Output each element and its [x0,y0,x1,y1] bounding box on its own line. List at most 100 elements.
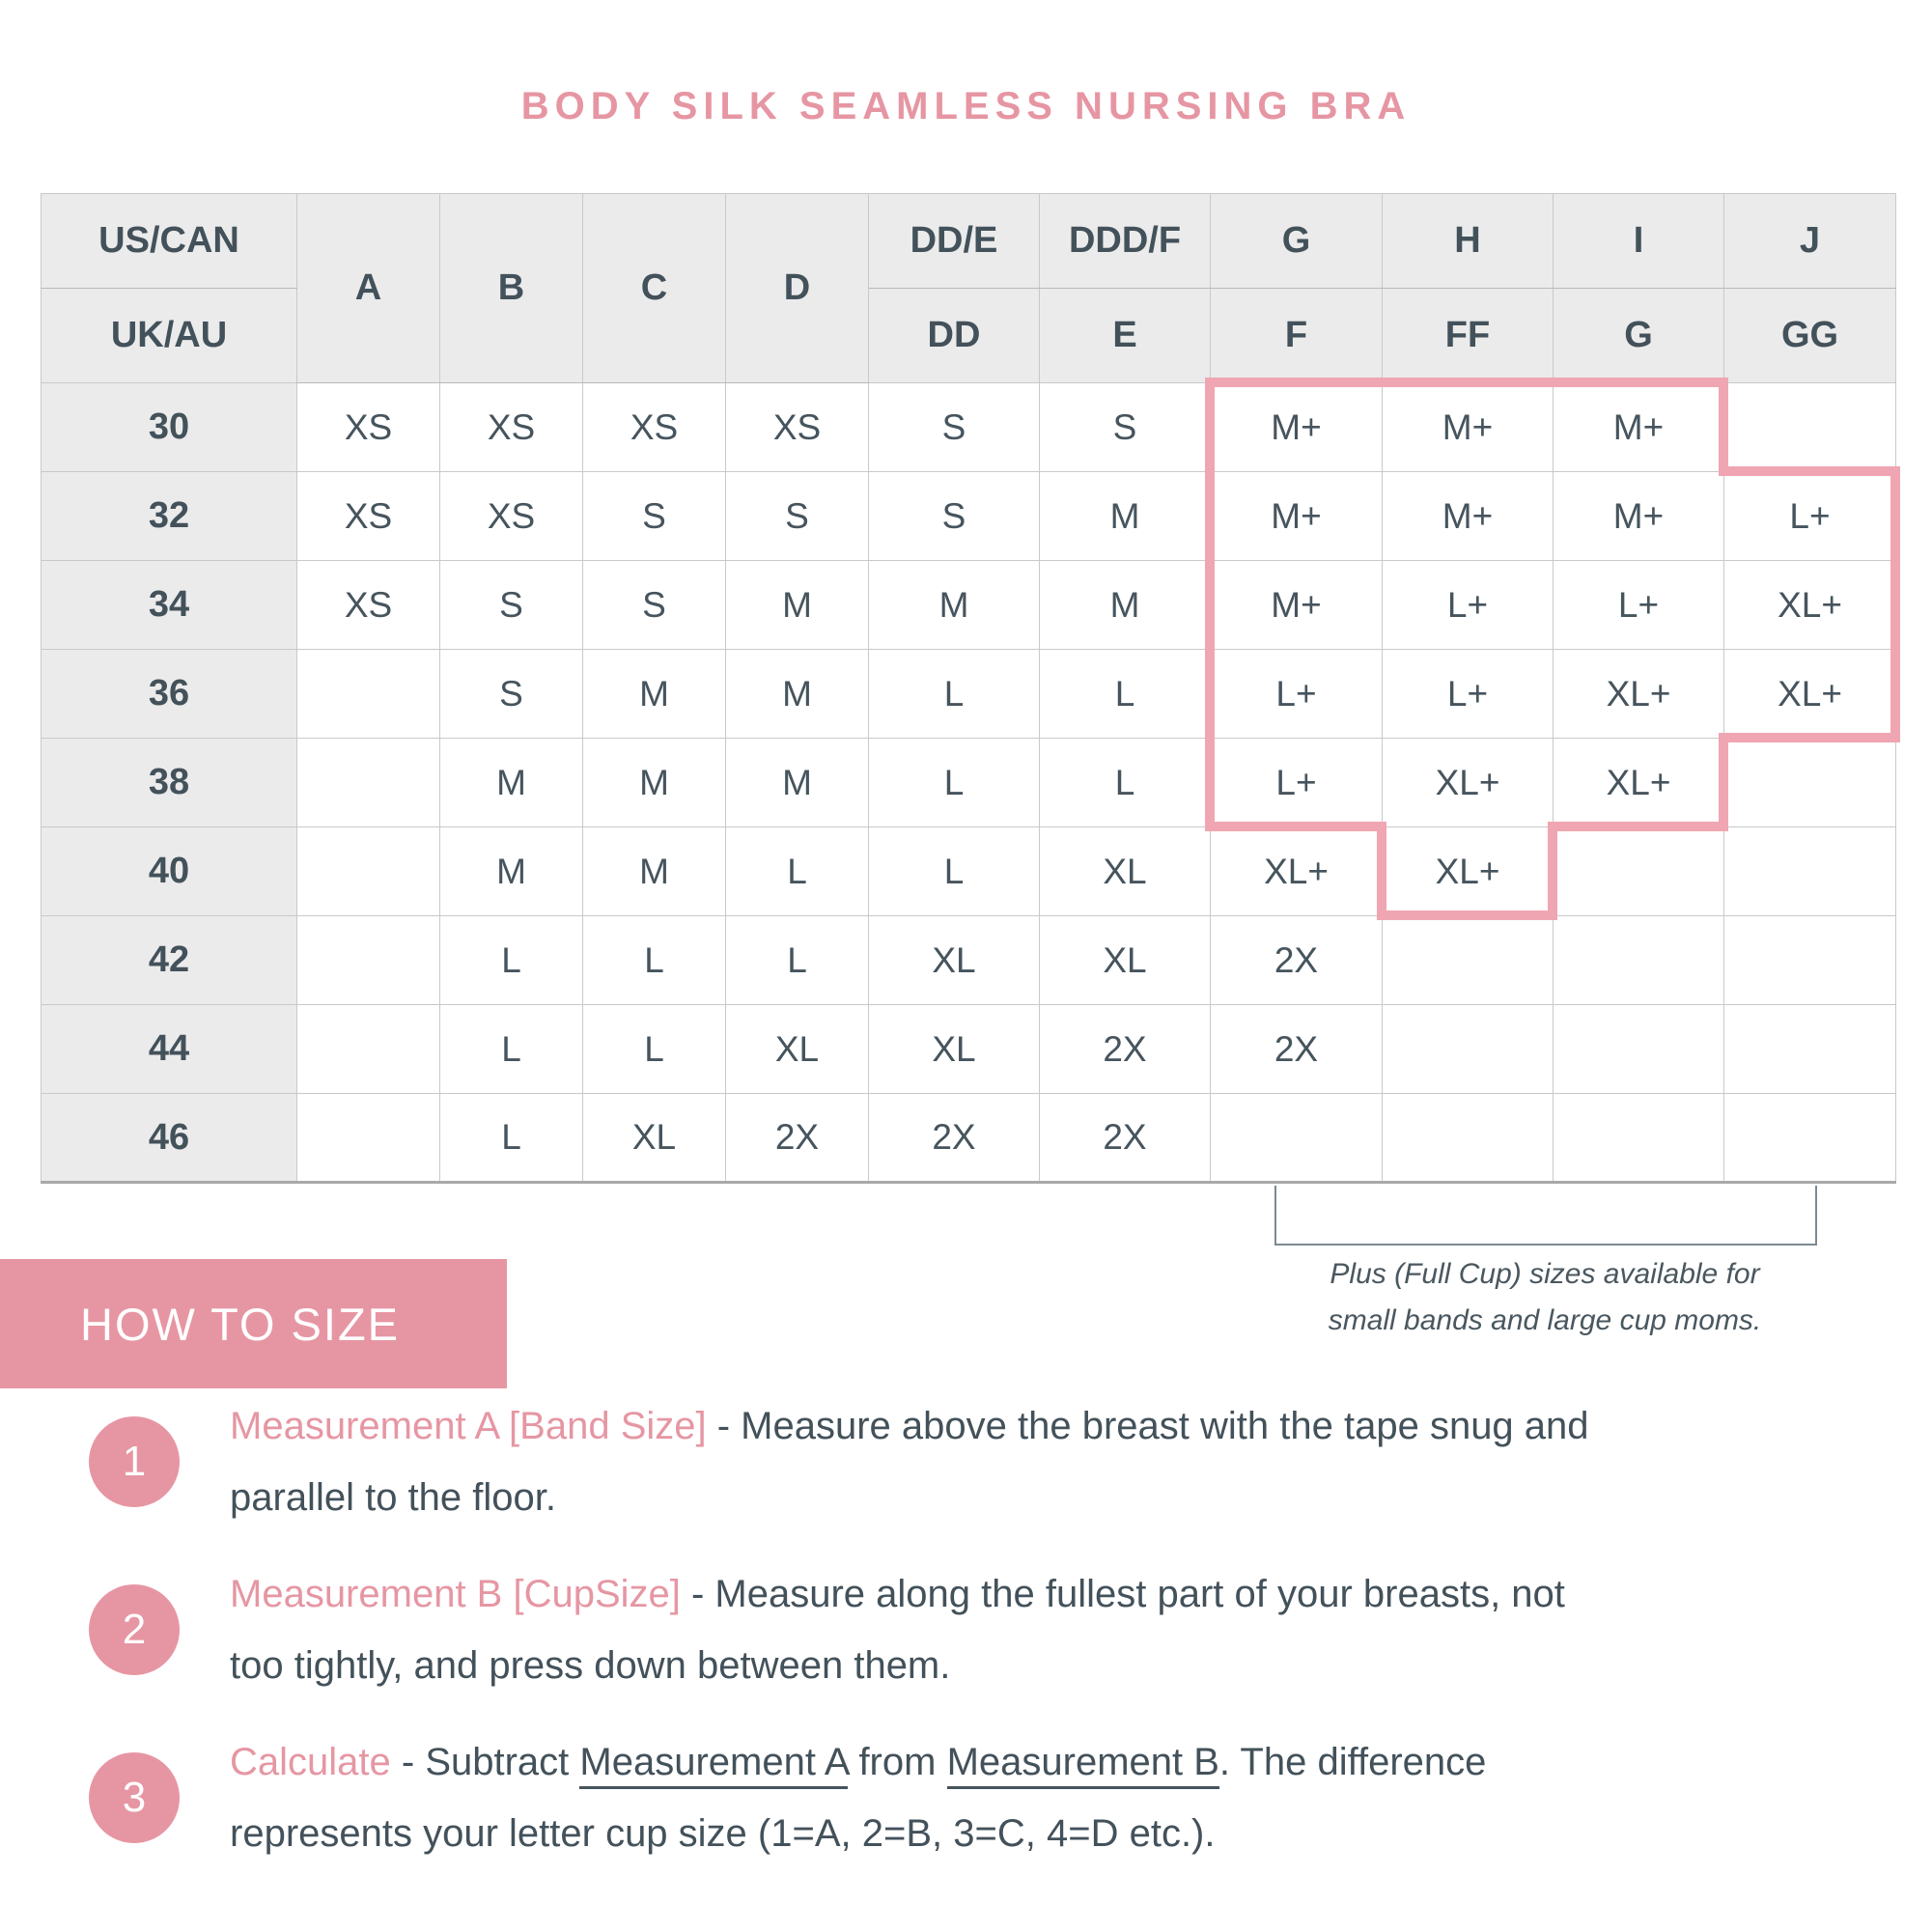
band-size-label: 46 [41,1093,297,1183]
size-cell: L+ [1210,649,1383,739]
step-3-label: Calculate [230,1741,391,1783]
size-cell: S [582,560,726,650]
size-cell: M+ [1382,471,1554,561]
step-3-line1-suffix: . The difference [1218,1741,1487,1783]
size-chart-table: US/CAN A B C D DD/E DDD/F G H I J UK/AU … [41,193,1896,1184]
cup-col-header-f-uk: F [1210,288,1383,383]
step-1-line2: parallel to the floor. [230,1476,556,1519]
size-cell: S [725,471,869,561]
size-cell: M+ [1210,560,1383,650]
size-cell: S [868,382,1040,472]
band-size-label: 44 [41,1004,297,1094]
step-1-label: Measurement A [Band Size] [230,1405,707,1447]
size-cell: XS [296,382,440,472]
size-cell: L [439,1004,583,1094]
size-cell: L [1039,738,1211,827]
table-row: 36 S M M L L L+ L+ XL+ XL+ [41,649,1896,739]
step-1-line1: Measurement A [Band Size] - Measure abov… [230,1390,1589,1462]
size-cell [1382,915,1554,1005]
size-cell: XL+ [1723,560,1896,650]
size-cell: 2X [1210,915,1383,1005]
size-cell: XL+ [1553,649,1724,739]
size-cell: L [868,826,1040,916]
table-row: 44 L L XL XL 2X 2X [41,1004,1896,1094]
page-title: BODY SILK SEAMLESS NURSING BRA [520,85,1412,127]
size-cell: XS [439,382,583,472]
cup-col-header-j: J [1723,193,1896,289]
cup-col-header-e-uk: E [1039,288,1211,383]
size-cell: M [725,560,869,650]
step-3-line1: Calculate - Subtract Measurement A from … [230,1726,1486,1798]
cup-col-header-dd-uk: DD [868,288,1040,383]
size-cell: L [868,738,1040,827]
band-size-label: 30 [41,382,297,472]
band-size-label: 34 [41,560,297,650]
size-cell: S [868,471,1040,561]
size-cell [296,826,440,916]
size-cell [296,1004,440,1094]
size-cell [1723,915,1896,1005]
size-cell [296,649,440,739]
table-row: 42 L L L XL XL 2X [41,915,1896,1005]
step-2-text: Measurement B [CupSize] - Measure along … [230,1558,1565,1701]
size-cell: L+ [1382,560,1554,650]
size-cell: M+ [1210,382,1383,472]
step-3-line1-prefix: - Subtract [390,1741,580,1783]
cup-col-header-gg-uk: GG [1723,288,1896,383]
size-cell: XL [582,1093,726,1183]
header-row-us-can: US/CAN A B C D DD/E DDD/F G H I J [41,193,1896,383]
size-cell: XS [296,560,440,650]
size-cell [1210,1093,1383,1183]
cup-col-header-c: C [582,193,726,383]
size-cell [1553,826,1724,916]
size-cell: XL+ [1553,738,1724,827]
step-2-line2: too tightly, and press down between them… [230,1644,951,1687]
step-1-text: Measurement A [Band Size] - Measure abov… [230,1390,1589,1533]
size-cell [1723,382,1896,472]
size-cell: L+ [1382,649,1554,739]
size-cell: L [725,915,869,1005]
size-cell: XS [439,471,583,561]
plus-sizes-bracket [1274,1186,1817,1246]
size-cell: 2X [1210,1004,1383,1094]
size-cell: 2X [725,1093,869,1183]
plus-sizes-note-line2: small bands and large cup moms. [1328,1304,1762,1336]
band-size-label: 32 [41,471,297,561]
step-3-line2: represents your letter cup size (1=A, 2=… [230,1812,1216,1855]
size-cell: L [725,826,869,916]
size-cell: L [1039,649,1211,739]
size-cell: M [582,738,726,827]
size-cell: L [439,1093,583,1183]
size-cell: M+ [1553,382,1724,472]
cup-col-header-dde: DD/E [868,193,1040,289]
table-row: 34 XS S S M M M M+ L+ L+ XL+ [41,560,1896,650]
size-cell [1723,738,1896,827]
plus-sizes-note-line1: Plus (Full Cup) sizes available for [1330,1258,1760,1290]
step-3-underline-measurement-a: Measurement A [579,1741,849,1789]
table-row: 46 L XL 2X 2X 2X [41,1093,1896,1183]
step-2-label: Measurement B [CupSize] [230,1573,681,1615]
size-cell: 2X [868,1093,1040,1183]
size-cell: 2X [1039,1004,1211,1094]
step-2: 2 Measurement B [CupSize] - Measure alon… [89,1558,1893,1701]
step-2-number-badge: 2 [89,1584,180,1675]
size-cell: S [1039,382,1211,472]
step-3-underline-measurement-b: Measurement B [946,1741,1219,1789]
size-cell: S [582,471,726,561]
table-row: 32 XS XS S S S M M+ M+ M+ L+ [41,471,1896,561]
size-cell: XL+ [1382,738,1554,827]
step-3-text: Calculate - Subtract Measurement A from … [230,1726,1486,1869]
size-cell: M [1039,471,1211,561]
cup-col-header-g-uk: G [1553,288,1724,383]
size-cell: L [439,915,583,1005]
cup-col-header-h: H [1382,193,1554,289]
step-2-line1: Measurement B [CupSize] - Measure along … [230,1558,1565,1630]
size-cell: M+ [1210,471,1383,561]
how-to-size-heading-block: HOW TO SIZE [0,1259,507,1388]
size-chart-body: 30 XS XS XS XS S S M+ M+ M+ 32 XS XS S S S M M+ M+ M+ L+ 34 XS… [41,382,1896,1183]
size-cell [1723,826,1896,916]
band-size-label: 40 [41,826,297,916]
size-cell: XS [725,382,869,472]
size-cell: L+ [1553,560,1724,650]
